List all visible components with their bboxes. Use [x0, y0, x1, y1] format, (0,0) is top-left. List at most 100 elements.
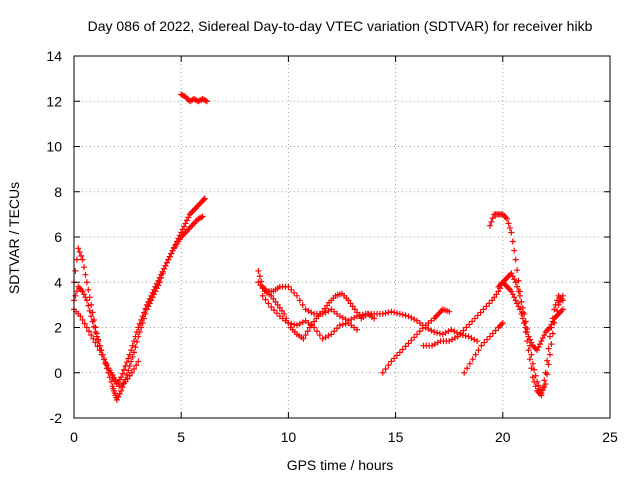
data-point — [405, 340, 412, 347]
data-point — [499, 319, 506, 326]
data-point — [388, 308, 395, 315]
data-point — [101, 356, 108, 363]
series-trace-f — [255, 279, 378, 342]
data-point — [382, 365, 389, 372]
x-tick-label: 20 — [495, 429, 511, 445]
data-point — [436, 330, 443, 337]
data-point — [545, 345, 552, 352]
data-point — [82, 294, 89, 301]
data-point — [124, 375, 131, 382]
data-point — [103, 360, 110, 367]
data-point — [551, 306, 558, 313]
data-point — [311, 318, 318, 325]
data-point — [319, 308, 326, 315]
data-point — [474, 312, 481, 319]
data-point — [296, 297, 303, 304]
data-point — [526, 336, 533, 343]
data-point — [474, 338, 481, 345]
data-point — [484, 336, 491, 343]
data-point — [256, 273, 263, 280]
data-point — [486, 300, 493, 307]
data-point — [480, 306, 487, 313]
data-point — [268, 304, 275, 311]
data-point — [142, 305, 149, 312]
data-point — [491, 294, 498, 301]
data-point — [73, 288, 80, 295]
data-point — [457, 330, 464, 337]
data-point — [434, 329, 441, 336]
data-point — [185, 214, 192, 221]
data-point — [148, 292, 155, 299]
y-tick-label: 4 — [54, 274, 62, 290]
data-point — [481, 339, 488, 346]
data-point — [83, 297, 90, 304]
data-point — [509, 291, 516, 298]
data-point — [311, 324, 318, 331]
data-point — [161, 265, 168, 272]
data-point — [534, 347, 541, 354]
data-point — [179, 226, 186, 233]
data-point — [79, 256, 86, 263]
data-point — [328, 331, 335, 338]
data-point — [93, 333, 100, 340]
data-point — [201, 196, 208, 203]
data-point — [385, 309, 392, 316]
data-point — [471, 315, 478, 322]
data-point — [546, 333, 553, 340]
data-point — [529, 374, 536, 381]
data-point — [539, 384, 546, 391]
data-point — [85, 302, 92, 309]
data-point — [203, 98, 210, 105]
data-point — [128, 369, 135, 376]
data-point — [512, 297, 519, 304]
x-tick-label: 25 — [602, 429, 618, 445]
y-tick-label: 14 — [46, 48, 62, 64]
data-point — [126, 372, 133, 379]
data-point — [274, 301, 281, 308]
data-point — [552, 301, 559, 308]
data-point — [525, 333, 532, 340]
data-point — [461, 369, 468, 376]
data-point — [504, 215, 511, 222]
data-point — [446, 308, 453, 315]
data-point — [539, 335, 546, 342]
data-point — [92, 339, 99, 346]
data-point — [299, 301, 306, 308]
data-point — [92, 329, 99, 336]
data-point — [122, 362, 129, 369]
data-point — [331, 328, 338, 335]
x-tick-label: 0 — [70, 429, 78, 445]
series-trace-c — [71, 306, 142, 390]
data-point — [139, 319, 146, 326]
data-point — [528, 365, 535, 372]
data-point — [509, 238, 516, 245]
data-point — [162, 262, 169, 269]
data-point — [85, 286, 92, 293]
data-point — [302, 332, 309, 339]
data-point — [546, 351, 553, 358]
data-point — [152, 283, 159, 290]
y-tick-label: 6 — [54, 229, 62, 245]
data-point — [538, 392, 545, 399]
data-point — [385, 362, 392, 369]
data-point — [90, 335, 97, 342]
data-point — [536, 341, 543, 348]
data-point — [82, 271, 89, 278]
data-point — [416, 328, 423, 335]
series-trace-l — [495, 279, 566, 354]
data-point — [107, 369, 114, 376]
data-point — [122, 378, 129, 385]
data-point — [396, 310, 403, 317]
data-point — [123, 372, 130, 379]
data-point — [83, 279, 90, 286]
data-point — [394, 310, 401, 317]
data-point — [549, 330, 556, 337]
data-point — [493, 291, 500, 298]
data-point — [75, 245, 82, 252]
data-point — [356, 312, 363, 319]
data-point — [492, 327, 499, 334]
data-point — [388, 358, 395, 365]
data-point — [313, 328, 320, 335]
data-point — [528, 351, 535, 358]
data-point — [86, 328, 93, 335]
